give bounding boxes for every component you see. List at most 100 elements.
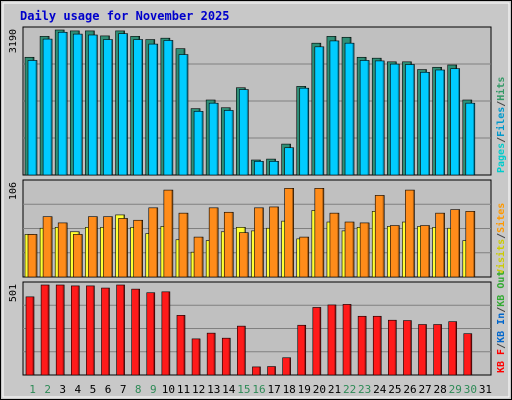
bar-sites [178, 212, 189, 278]
bar-shade [171, 40, 173, 175]
bar-shade [304, 325, 306, 375]
bar-sites [133, 219, 143, 278]
bar-shade [397, 225, 400, 277]
bar-sites [223, 211, 234, 278]
bar-kb-f [131, 288, 140, 376]
bar-sites [148, 207, 159, 278]
bar-shade [261, 161, 264, 175]
bar-shade [216, 207, 219, 277]
bar-shade [141, 39, 143, 175]
bar-shade [440, 324, 442, 375]
bar-files [103, 39, 113, 176]
legend-pages-files-hits: Pages/Files/Hits [495, 77, 507, 173]
x-tick-label: 13 [207, 383, 220, 396]
legend-item: KB F [496, 349, 507, 373]
bar-shade [50, 216, 53, 277]
bar-sites [465, 211, 476, 278]
bar-sites [450, 209, 461, 278]
bar-shade [65, 32, 68, 175]
bar-shade [322, 46, 324, 176]
legend-item: Sites [495, 203, 507, 233]
bar-shade [216, 103, 219, 175]
bar-shade [364, 316, 367, 375]
legend-item: / [496, 233, 507, 239]
legend-item: KB In [496, 313, 507, 343]
bar-sites [435, 212, 445, 278]
bar-sites [88, 216, 98, 278]
bar-shade [186, 213, 188, 277]
bar-shade [92, 285, 95, 375]
bar-kb-f [372, 315, 382, 376]
bar-kb-f [25, 296, 35, 376]
bar-kb-f [86, 285, 95, 376]
bar-shade [110, 216, 113, 277]
legend-item: / [496, 101, 507, 107]
x-axis: 1 2 3 4 5 6 7 8 9 10 11 12 13 14 15 16 17 18 19 20 21 22 23 24 2… [29, 383, 492, 396]
bar-sites [42, 216, 53, 278]
bar-shade [277, 161, 279, 175]
bar-sites [314, 188, 325, 278]
bar-shade [231, 212, 234, 277]
bar-kb-f [176, 315, 186, 376]
bar-shade [458, 68, 460, 175]
bar-sites [344, 221, 355, 278]
bar-shade [292, 147, 294, 175]
bar-kb-f [403, 320, 412, 376]
x-tick-label: 6 [105, 383, 112, 396]
bar-files [405, 64, 415, 176]
x-tick-label: 8 [135, 383, 142, 396]
bar-files [344, 42, 355, 176]
bar-shade [246, 89, 249, 175]
bar-kb-f [463, 333, 473, 376]
bar-files [299, 87, 310, 176]
bar-shade [277, 206, 279, 277]
bar-files [465, 102, 476, 176]
bar-shade [246, 232, 249, 277]
bar-files [148, 43, 159, 176]
bar-shade [201, 111, 204, 175]
x-tick-label: 22 [343, 383, 356, 396]
bar-sites [254, 207, 264, 278]
x-tick-label: 26 [403, 383, 416, 396]
x-tick-label: 3 [59, 383, 66, 396]
bar-shade [289, 357, 291, 375]
bar-shade [153, 292, 155, 375]
bar-shade [382, 195, 385, 277]
bar-shade [95, 35, 98, 175]
bar-sites [420, 225, 430, 278]
legend-item: KB Out [496, 271, 507, 307]
bar-files [193, 111, 204, 176]
bar-shade [198, 338, 201, 375]
bar-shade [141, 220, 143, 277]
bar-shade [32, 296, 34, 375]
bar-kb-f [252, 366, 261, 376]
bar-sites [193, 236, 204, 278]
legend-kbytes: KB F/KB In/KB Out [496, 271, 507, 373]
bar-files [359, 60, 370, 176]
bar-shade [126, 33, 128, 175]
bar-sites [27, 234, 38, 278]
bar-shade [126, 218, 128, 277]
bar-files [208, 102, 219, 176]
bar-files [178, 54, 189, 176]
bar-files [133, 39, 143, 176]
bar-sites [390, 225, 400, 278]
bar-files [435, 69, 445, 176]
bar-shade [138, 289, 140, 375]
bar-files [57, 31, 68, 176]
bar-shade [261, 207, 264, 277]
bar-shade [337, 40, 339, 176]
x-tick-label: 7 [120, 383, 127, 396]
x-tick-label: 9 [150, 383, 157, 396]
bar-files [269, 161, 279, 176]
bar-shade [80, 34, 83, 175]
x-tick-label: 12 [192, 383, 205, 396]
bar-shade [458, 209, 460, 277]
x-tick-label: 14 [222, 383, 236, 396]
bar-shade [156, 44, 158, 175]
bar-kb-f [267, 366, 276, 376]
bar-shade [307, 88, 309, 175]
bar-shade [443, 70, 445, 175]
x-tick-label: 31 [479, 383, 492, 396]
